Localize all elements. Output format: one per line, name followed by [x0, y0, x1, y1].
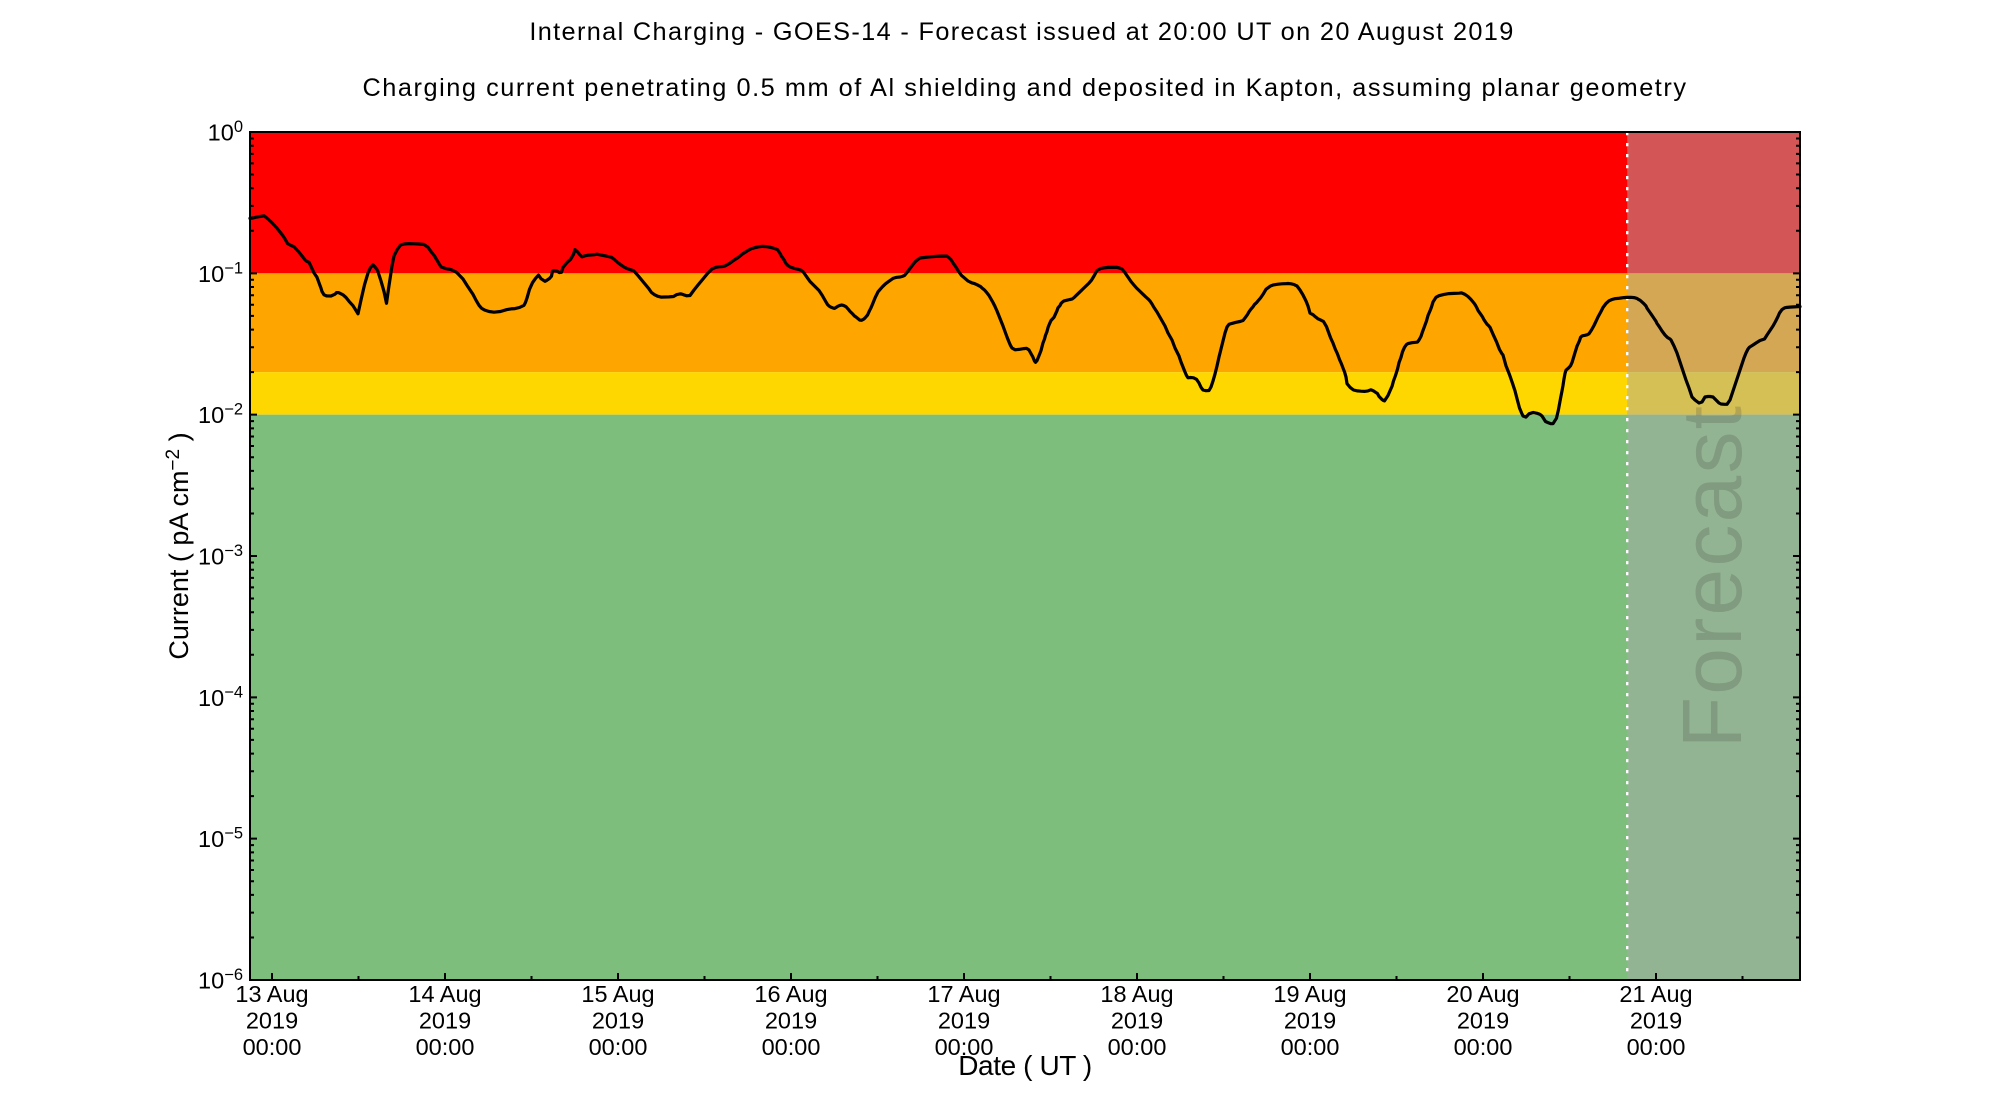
svg-text:18 Aug: 18 Aug	[1100, 981, 1173, 1007]
svg-text:00:00: 00:00	[1454, 1034, 1513, 1060]
svg-text:2019: 2019	[592, 1008, 644, 1034]
svg-text:Date ( UT ): Date ( UT )	[958, 1050, 1092, 1081]
svg-text:2019: 2019	[1457, 1008, 1509, 1034]
svg-text:00:00: 00:00	[762, 1034, 821, 1060]
svg-text:2019: 2019	[1630, 1008, 1682, 1034]
svg-text:Internal Charging - GOES-14 -: Internal Charging - GOES-14 - Forecast i…	[529, 18, 1514, 46]
svg-text:2019: 2019	[246, 1008, 298, 1034]
svg-text:14 Aug: 14 Aug	[408, 981, 481, 1007]
svg-text:2019: 2019	[1111, 1008, 1163, 1034]
svg-text:21 Aug: 21 Aug	[1619, 981, 1692, 1007]
svg-text:00:00: 00:00	[935, 1034, 994, 1060]
svg-text:13 Aug: 13 Aug	[235, 981, 308, 1007]
svg-text:00:00: 00:00	[1281, 1034, 1340, 1060]
svg-text:Forecast: Forecast	[1665, 404, 1759, 748]
svg-text:19 Aug: 19 Aug	[1273, 981, 1346, 1007]
svg-text:00:00: 00:00	[589, 1034, 648, 1060]
svg-text:15 Aug: 15 Aug	[581, 981, 654, 1007]
svg-text:17 Aug: 17 Aug	[927, 981, 1000, 1007]
svg-text:2019: 2019	[1284, 1008, 1336, 1034]
svg-text:2019: 2019	[938, 1008, 990, 1034]
svg-text:00:00: 00:00	[243, 1034, 302, 1060]
svg-text:00:00: 00:00	[1627, 1034, 1686, 1060]
svg-text:00:00: 00:00	[1108, 1034, 1167, 1060]
svg-text:10−2: 10−2	[198, 401, 243, 429]
svg-text:00:00: 00:00	[416, 1034, 475, 1060]
svg-text:20 Aug: 20 Aug	[1446, 981, 1519, 1007]
svg-text:2019: 2019	[765, 1008, 817, 1034]
svg-text:Charging current penetrating 0: Charging current penetrating 0.5 mm of A…	[362, 74, 1687, 102]
svg-text:2019: 2019	[419, 1008, 471, 1034]
svg-text:16 Aug: 16 Aug	[754, 981, 827, 1007]
svg-text:10−5: 10−5	[198, 825, 243, 853]
